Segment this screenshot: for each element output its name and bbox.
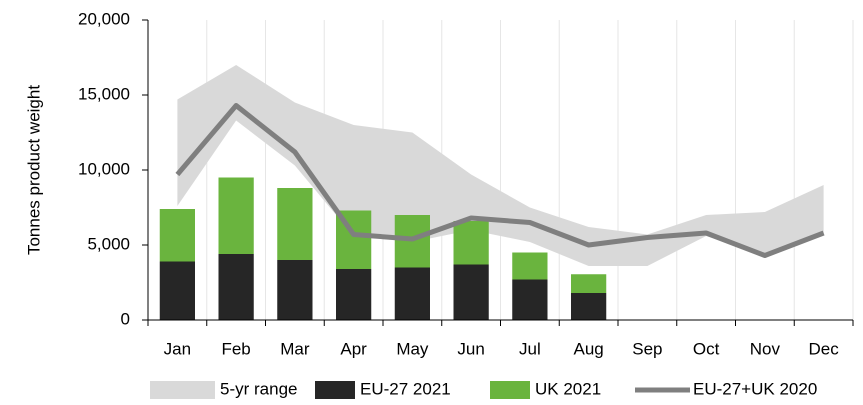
legend-swatch bbox=[150, 381, 215, 399]
bar bbox=[571, 274, 607, 293]
x-tick-label: Mar bbox=[280, 339, 310, 358]
bar bbox=[159, 209, 195, 262]
x-tick-label: Jul bbox=[519, 339, 541, 358]
bar bbox=[453, 221, 489, 265]
x-tick-label: Oct bbox=[693, 339, 720, 358]
bar bbox=[512, 279, 548, 320]
x-tick-label: Jan bbox=[164, 339, 191, 358]
x-tick-label: Jun bbox=[457, 339, 484, 358]
legend-swatch bbox=[315, 381, 355, 399]
legend-swatch bbox=[490, 381, 530, 399]
bar bbox=[571, 293, 607, 320]
bar bbox=[218, 254, 254, 320]
x-tick-label: Aug bbox=[574, 339, 604, 358]
bar bbox=[159, 261, 195, 320]
x-tick-label: Nov bbox=[750, 339, 781, 358]
y-axis-label: Tonnes product weight bbox=[24, 85, 43, 255]
x-tick-label: Feb bbox=[221, 339, 250, 358]
line bbox=[175, 103, 825, 258]
legend-label: EU-27 2021 bbox=[360, 379, 451, 398]
bar bbox=[277, 260, 313, 320]
bar bbox=[218, 177, 254, 254]
legend-label: EU-27+UK 2020 bbox=[693, 379, 817, 398]
bar bbox=[394, 267, 430, 320]
x-tick-label: Apr bbox=[340, 339, 367, 358]
y-tick-label: 0 bbox=[121, 309, 130, 328]
y-tick-label: 20,000 bbox=[78, 9, 130, 28]
y-tick-label: 15,000 bbox=[78, 84, 130, 103]
y-tick-label: 10,000 bbox=[78, 159, 130, 178]
bar bbox=[453, 264, 489, 320]
y-tick-label: 5,000 bbox=[87, 234, 130, 253]
bar bbox=[277, 188, 313, 260]
x-tick-label: Sep bbox=[632, 339, 662, 358]
legend-label: 5-yr range bbox=[220, 379, 297, 398]
x-tick-label: Dec bbox=[809, 339, 840, 358]
bar bbox=[512, 252, 548, 280]
legend-label: UK 2021 bbox=[535, 379, 601, 398]
bar bbox=[336, 269, 372, 320]
x-tick-label: May bbox=[396, 339, 429, 358]
